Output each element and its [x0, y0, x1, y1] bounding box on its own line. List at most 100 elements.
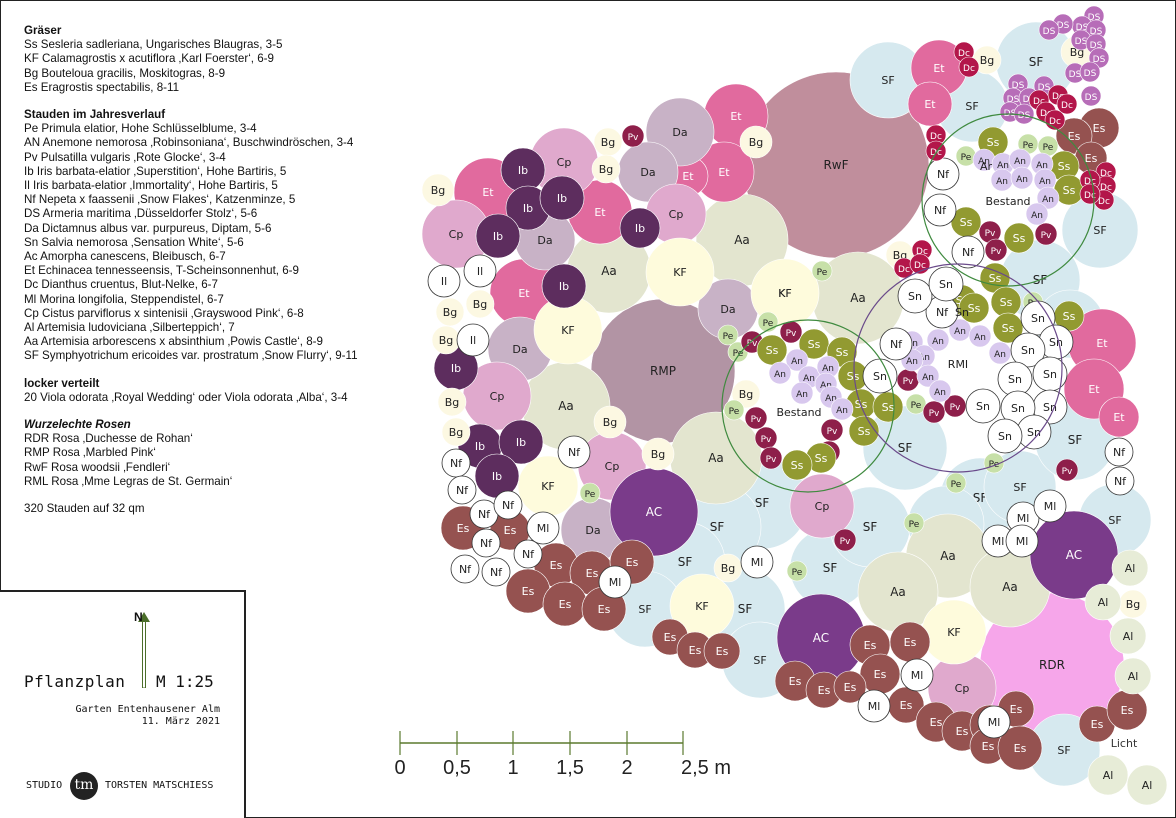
plant-ss-label: Ss — [808, 338, 821, 351]
plant-ds-label: DS — [1038, 83, 1051, 93]
bestand-label-northeast: Bestand — [985, 195, 1030, 208]
plant-ss-label: Ss — [1058, 160, 1071, 173]
plant-pv-label: Pv — [747, 339, 758, 349]
plant-cp-label: Cp — [557, 156, 572, 169]
legend-line: DS Armeria maritima ‚Düsseldorfer Stolz‘… — [24, 207, 258, 221]
plant-sf-label: SF — [1093, 224, 1106, 237]
plant-aa-label: Aa — [558, 399, 574, 413]
scale-label-2: 2 — [621, 757, 633, 779]
plant-al-label: Al — [1103, 769, 1114, 782]
legend-line: Pe Primula elatior, Hohe Schlüsselblume,… — [24, 122, 257, 136]
plant-al-circle — [1087, 754, 1129, 796]
plant-es-label: Es — [1014, 742, 1027, 755]
plant-an-label: An — [1039, 177, 1051, 187]
plant-es-label: Es — [930, 716, 943, 729]
plant-sf-label: SF — [753, 654, 766, 667]
legend-line: Nf Nepeta x faassenii ‚Snow Flakes‘, Kat… — [24, 193, 296, 207]
plant-pe-label: Pe — [729, 407, 740, 417]
legend-line: Da Dictamnus albus var. purpureus, Dipta… — [24, 221, 272, 235]
plant-ss-label: Ss — [1063, 310, 1076, 323]
plant-kf-label: KF — [695, 600, 709, 613]
plant-ml-circle — [900, 658, 934, 692]
plant-an-circle — [1010, 166, 1034, 190]
plant-al-circle — [1084, 583, 1122, 621]
rose-rmi-outline — [853, 263, 1063, 473]
plant-pe-circle — [983, 452, 1005, 474]
plant-ss-label: Ss — [858, 425, 871, 438]
plant-pv-circle — [1034, 222, 1058, 246]
plant-pv-label: Pv — [985, 229, 996, 239]
plant-sf-label: SF — [755, 496, 770, 510]
plant-ib-label: Ib — [518, 164, 528, 177]
plant-nf-label: Nf — [962, 246, 975, 259]
plant-et-label: Et — [730, 110, 742, 123]
legend-line: Al Artemisia ludoviciana ‚Silberteppich‘… — [24, 321, 235, 335]
plant-da-label: Da — [585, 524, 600, 537]
plant-et-label: Et — [594, 206, 606, 219]
scale-label-0-5: 0,5 — [443, 757, 471, 779]
plant-dc-label: Dc — [914, 261, 926, 271]
plant-cp-label: Cp — [449, 228, 464, 241]
plant-et-label: Et — [924, 98, 936, 111]
plant-et-label: Et — [1113, 411, 1125, 424]
plant-an-label: An — [922, 373, 934, 383]
plant-et-label: Et — [518, 287, 530, 300]
plant-an-label: An — [978, 157, 990, 167]
plant-ss-label: Ss — [1013, 232, 1026, 245]
plant-bg-label: Bg — [603, 416, 618, 429]
plant-es-label: Es — [1010, 703, 1023, 716]
studio-label: STUDIO — [26, 780, 63, 791]
scale-label-1: 1 — [507, 757, 519, 779]
legend-section-title: Gräser — [24, 24, 62, 37]
plant-pv-circle — [621, 124, 645, 148]
plant-sn-label: Sn — [955, 306, 969, 319]
plant-bg-circle — [641, 437, 675, 471]
plant-ds-label: DS — [1007, 95, 1020, 105]
plant-sn-label: Sn — [873, 370, 887, 383]
plant-pe-label: Pe — [911, 401, 922, 411]
plant-ds-label: DS — [1093, 55, 1106, 65]
plant-al-circle — [1114, 657, 1152, 695]
plant-nf-label: Nf — [522, 548, 535, 561]
plant-et-label: Et — [1096, 337, 1108, 350]
plant-es-label: Es — [716, 645, 729, 658]
plant-al-circle — [1111, 549, 1149, 587]
legend-line: Ml Morina longifolia, Steppendistel, 6-7 — [24, 292, 224, 306]
plant-dc-label: Dc — [1040, 109, 1052, 119]
plant-il-label: Il — [470, 334, 476, 347]
plant-nf-label: Nf — [480, 537, 493, 550]
garden-name: Garten Entenhausener Alm — [75, 704, 221, 715]
plant-ss-circle — [756, 334, 788, 366]
plant-es-label: Es — [1085, 152, 1098, 165]
legend-line: Sn Salvia nemorosa ‚Sensation White‘, 5-… — [24, 235, 244, 249]
plant-sf-circle — [862, 405, 948, 491]
plant-pv-circle — [744, 406, 768, 430]
plant-sn-label: Sn — [908, 290, 922, 303]
plant-bg-label: Bg — [473, 298, 488, 311]
plant-ds-label: DS — [1090, 27, 1103, 37]
plant-ib-label: Ib — [492, 470, 502, 483]
plant-es-label: Es — [689, 644, 702, 657]
plant-pv-label: Pv — [786, 329, 797, 339]
plant-an-label: An — [836, 406, 848, 416]
plant-es-label: Es — [626, 556, 639, 569]
plant-pv-circle — [833, 528, 857, 552]
plant-an-label: An — [932, 337, 944, 347]
plant-ds-label: DS — [1069, 70, 1082, 80]
plant-an-circle — [768, 361, 792, 385]
existing-area-circle-west — [721, 319, 895, 493]
plant-nf-label: Nf — [502, 499, 515, 512]
plant-ss-label: Ss — [968, 302, 981, 315]
plant-bg-label: Bg — [599, 163, 614, 176]
scale-bar-ruler — [399, 731, 684, 755]
legend-line: Il Iris barbata-elatior ‚Immortality‘, H… — [24, 179, 278, 193]
plant-es-label: Es — [864, 639, 877, 652]
plant-pv-label: Pv — [929, 409, 940, 419]
plant-ss-circle — [992, 312, 1024, 344]
plant-sf-label: SF — [881, 74, 894, 87]
plant-rdr-label: RDR — [1039, 658, 1065, 672]
plant-an-circle — [968, 324, 992, 348]
plant-ib-label: Ib — [559, 280, 569, 293]
plant-sf-label: SF — [863, 520, 878, 534]
plant-es-label: Es — [956, 725, 969, 738]
